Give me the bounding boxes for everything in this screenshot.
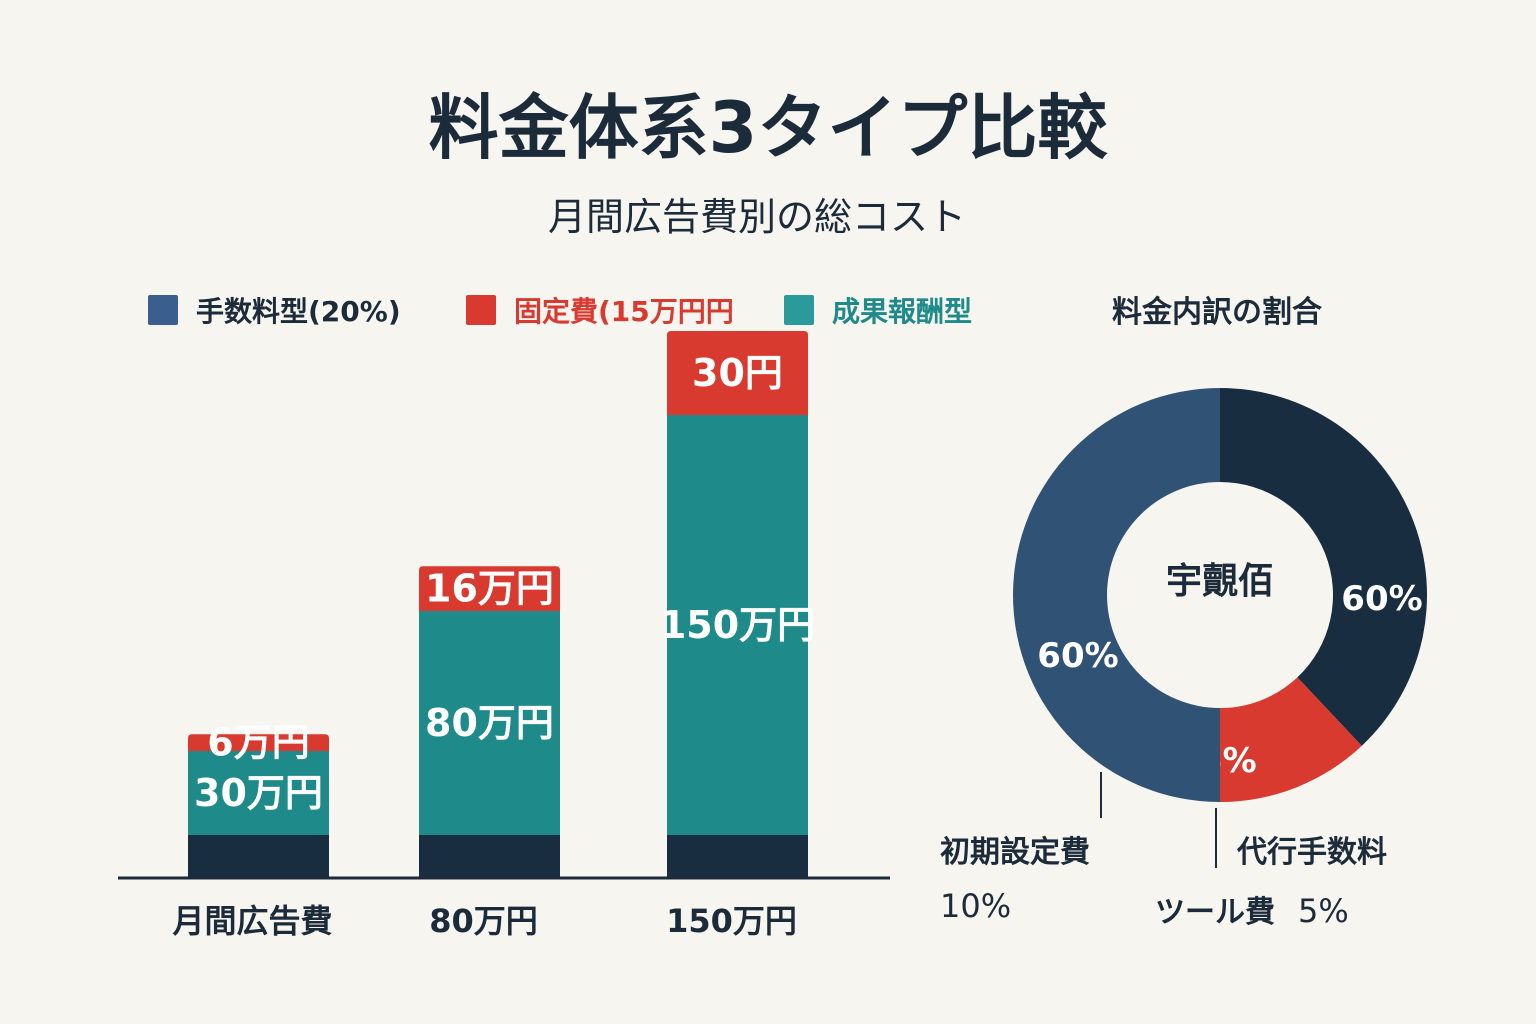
annotation-value-0: 10% xyxy=(940,887,1011,925)
legend-label-1: 固定費(15万円円 xyxy=(514,295,734,328)
legend-swatch-2 xyxy=(784,295,814,325)
data-label-performance-2: 150万円 xyxy=(660,603,815,647)
data-label-fixed-2: 30円 xyxy=(692,351,783,395)
donut-slice-2 xyxy=(1013,388,1220,802)
donut-slice-label-2: 60% xyxy=(1037,636,1118,676)
data-label-fixed-0: 6万円 xyxy=(207,721,309,765)
annotation-value-2: 5% xyxy=(1298,892,1349,930)
bar-fixed-0 xyxy=(188,734,329,751)
legend-swatch-0 xyxy=(148,295,178,325)
legend: 手数料型(20%) 固定費(15万円円 成果報酬型 xyxy=(148,295,972,328)
bar-chart: 30万円 6万円 80万円 16万円 150万円 30円 xyxy=(188,331,815,877)
donut-title: 料金内訳の割合 xyxy=(1112,295,1322,330)
category-label-2: 150万円 xyxy=(666,902,797,940)
legend-label-2: 成果報酬型 xyxy=(832,295,972,328)
bar-fixed-1 xyxy=(419,566,560,611)
bar-performance-0 xyxy=(188,751,329,835)
donut-slice-label-0: 60% xyxy=(1341,579,1422,619)
bar-fixed-2 xyxy=(667,331,808,415)
annotation-label-2: ツール費 xyxy=(1155,895,1275,930)
legend-swatch-1 xyxy=(466,295,496,325)
data-label-performance-0: 30万円 xyxy=(194,771,323,815)
bar-base-0 xyxy=(188,835,329,877)
chart-subtitle: 月間広告費別の総コスト xyxy=(548,195,966,239)
bar-performance-1 xyxy=(419,611,560,835)
bar-performance-2 xyxy=(667,415,808,835)
donut-slice-1 xyxy=(1220,677,1362,802)
bar-base-1 xyxy=(419,835,560,877)
donut-chart: 60%25%60%宇覿佰 xyxy=(1013,388,1428,802)
donut-slice-0 xyxy=(1220,388,1428,746)
category-labels: 月間広告費 80万円 150万円 xyxy=(172,902,796,940)
chart-title: 料金体系3タイプ比較 xyxy=(429,87,1109,169)
data-label-performance-1: 80万円 xyxy=(425,701,554,745)
annotation-label-1: 代行手数料 xyxy=(1236,835,1387,870)
bar-base-2 xyxy=(667,835,808,877)
legend-label-0: 手数料型(20%) xyxy=(196,295,401,328)
category-label-1: 80万円 xyxy=(429,902,538,940)
category-label-0: 月間広告費 xyxy=(172,902,332,940)
data-label-fixed-1: 16万円 xyxy=(425,567,554,611)
donut-center-label: 宇覿佰 xyxy=(1166,561,1274,602)
annotation-label-0: 初期設定費 xyxy=(940,835,1090,870)
